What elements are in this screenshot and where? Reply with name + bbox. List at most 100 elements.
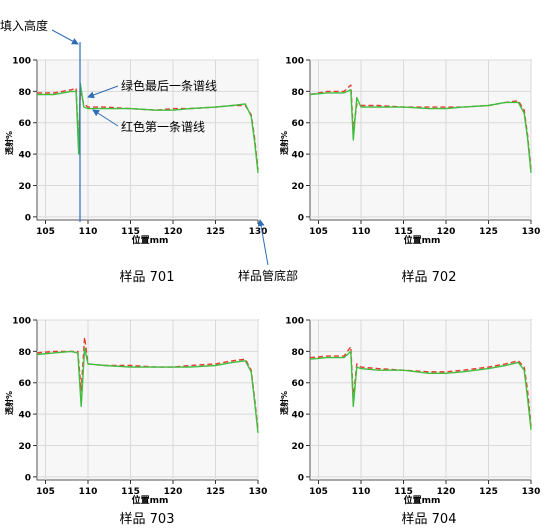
x-tick-label: 110: [79, 227, 98, 237]
x-tick-labels: 105 110 115 120 125 130: [309, 220, 540, 237]
y-tick-label: 0: [298, 213, 304, 223]
x-tick-label: 130: [522, 227, 541, 237]
chart-703: 0 20 40 60 80 100 105 110 115 120 125 130 透射% 位置mm…: [4, 317, 267, 528]
chart-701: 0 20 40 60 80 100 105 110 115 120 125 130 透射% 位置mm…: [4, 57, 267, 286]
x-tick-label: 105: [36, 227, 55, 237]
y-tick-label: 60: [18, 379, 31, 389]
green-series-line: [309, 89, 532, 173]
y-axis-label: 透射%: [279, 391, 289, 415]
x-axis-label: 位置mm: [404, 494, 441, 506]
plot-area: [309, 59, 532, 221]
x-axis-label: 位置mm: [132, 494, 169, 506]
x-tick-label: 120: [164, 227, 183, 237]
y-tick-label: 100: [285, 317, 304, 327]
red-series-line: [309, 84, 532, 170]
grid-lines: [37, 59, 259, 220]
x-tick-labels: 105 110 115 120 125 130: [36, 480, 267, 497]
series-group: [36, 336, 259, 433]
x-tick-labels: 105 110 115 120 125 130: [309, 480, 540, 497]
x-tick-label: 130: [249, 227, 268, 237]
green-series-line: [36, 347, 259, 433]
green-last-arrow: [87, 85, 119, 99]
y-tick-label: 20: [291, 182, 304, 192]
fill-height-arrow: [51, 29, 79, 45]
green-series-line: [309, 350, 532, 430]
x-tick-label: 115: [121, 487, 140, 497]
y-tick-label: 0: [298, 473, 304, 483]
series-group: [37, 82, 259, 173]
y-tick-label: 100: [12, 57, 31, 67]
x-tick-labels: 105 110 115 120 125 130: [36, 220, 267, 237]
y-tick-label: 40: [291, 151, 304, 161]
y-tick-label: 100: [12, 317, 31, 327]
tube-bottom-label: 样品管底部: [238, 268, 298, 283]
y-tick-label: 40: [291, 411, 304, 421]
x-tick-label: 105: [309, 487, 328, 497]
x-tick-label: 110: [352, 227, 371, 237]
plot-area: [309, 319, 532, 481]
red-series-line: [309, 346, 532, 427]
y-axis-label: 透射%: [4, 131, 14, 155]
x-tick-label: 115: [394, 487, 413, 497]
y-tick-label: 20: [291, 442, 304, 452]
tube-bottom-arrow: [257, 219, 269, 266]
x-tick-label: 105: [36, 487, 55, 497]
y-tick-label: 80: [18, 348, 31, 358]
chart-caption: 样品 703: [120, 512, 175, 527]
y-tick-labels: 0 20 40 60 80 100: [12, 57, 37, 223]
chart-702: 0 20 40 60 80 100 105 110 115 120 125 130 透射% 位置mm…: [279, 57, 540, 286]
y-tick-label: 60: [291, 119, 304, 129]
x-tick-label: 125: [206, 487, 225, 497]
x-axis-label: 位置mm: [404, 234, 441, 246]
y-tick-labels: 0 20 40 60 80 100: [285, 317, 310, 483]
y-tick-labels: 0 20 40 60 80 100: [12, 317, 37, 483]
x-tick-label: 115: [394, 227, 413, 237]
green-series-line: [37, 82, 259, 173]
x-tick-label: 125: [479, 487, 498, 497]
x-tick-label: 130: [249, 487, 268, 497]
y-tick-label: 100: [285, 57, 304, 67]
y-axis-label: 透射%: [4, 391, 14, 415]
chart-caption: 样品 701: [120, 270, 175, 285]
annotations: 填入高度 绿色最后一条谱线 红色第一条谱线 样品管底部: [0, 18, 298, 283]
series-group: [309, 84, 532, 173]
fill-height-label: 填入高度: [0, 18, 48, 33]
x-tick-label: 120: [437, 227, 456, 237]
red-first-label: 红色第一条谱线: [121, 119, 205, 134]
x-tick-label: 120: [164, 487, 183, 497]
x-axis-label: 位置mm: [132, 234, 169, 246]
x-tick-label: 110: [352, 487, 371, 497]
grid-lines: [310, 319, 532, 480]
y-tick-label: 0: [25, 213, 31, 223]
y-axis-label: 透射%: [279, 131, 289, 155]
red-series-line: [36, 336, 259, 430]
plot-area: [36, 319, 259, 481]
y-tick-label: 20: [18, 182, 31, 192]
y-tick-labels: 0 20 40 60 80 100: [285, 57, 310, 223]
grid-lines: [37, 319, 259, 480]
y-tick-label: 40: [18, 411, 31, 421]
x-tick-label: 110: [79, 487, 98, 497]
y-tick-label: 40: [18, 151, 31, 161]
x-tick-label: 105: [309, 227, 328, 237]
chart-caption: 样品 702: [402, 270, 457, 285]
x-tick-label: 125: [479, 227, 498, 237]
x-tick-label: 115: [121, 227, 140, 237]
green-last-label: 绿色最后一条谱线: [121, 78, 217, 93]
series-group: [309, 346, 532, 430]
chart-caption: 样品 704: [402, 512, 457, 527]
chart-704: 0 20 40 60 80 100 105 110 115 120 125 130 透射% 位置mm…: [279, 317, 540, 528]
y-tick-label: 60: [291, 379, 304, 389]
y-tick-label: 80: [18, 88, 31, 98]
grid-lines: [310, 59, 532, 220]
y-tick-label: 20: [18, 442, 31, 452]
y-tick-label: 0: [25, 473, 31, 483]
y-tick-label: 80: [291, 88, 304, 98]
x-tick-label: 120: [437, 487, 456, 497]
plot-area: [36, 59, 259, 221]
red-first-arrow: [92, 109, 119, 127]
y-tick-label: 80: [291, 348, 304, 358]
x-tick-label: 130: [522, 487, 541, 497]
x-tick-label: 125: [206, 227, 225, 237]
